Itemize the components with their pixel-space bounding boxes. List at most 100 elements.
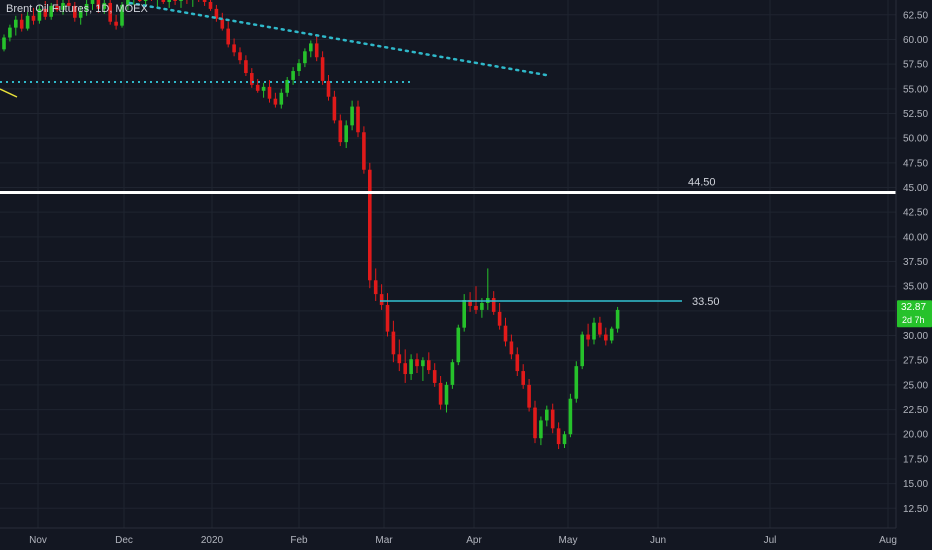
- candle-body[interactable]: [592, 322, 596, 340]
- candle-body[interactable]: [515, 354, 520, 372]
- candle-body[interactable]: [238, 52, 242, 61]
- candle-body[interactable]: [368, 169, 372, 281]
- candle-body[interactable]: [509, 341, 514, 355]
- candle-body[interactable]: [90, 0, 95, 4]
- candle-body[interactable]: [25, 15, 30, 29]
- candle-body[interactable]: [232, 44, 236, 53]
- candle-body[interactable]: [580, 334, 584, 367]
- candle-body[interactable]: [202, 0, 207, 2]
- candle-body[interactable]: [250, 73, 254, 85]
- candle-body[interactable]: [173, 0, 177, 1]
- candle-body[interactable]: [391, 331, 396, 355]
- candle-body[interactable]: [255, 84, 260, 91]
- candle-body[interactable]: [285, 79, 289, 93]
- candle-body[interactable]: [37, 8, 42, 21]
- candle-body[interactable]: [350, 106, 354, 126]
- candle-body[interactable]: [220, 18, 225, 29]
- candle-body[interactable]: [497, 311, 502, 326]
- candle-body[interactable]: [468, 300, 472, 306]
- candle-body[interactable]: [609, 328, 614, 341]
- candle-body[interactable]: [356, 106, 360, 133]
- candle-body[interactable]: [450, 362, 455, 385]
- candle-body[interactable]: [362, 132, 366, 170]
- candle-body[interactable]: [297, 63, 301, 72]
- candle-body[interactable]: [427, 360, 431, 371]
- candle-body[interactable]: [43, 8, 48, 17]
- candle-body[interactable]: [120, 4, 124, 26]
- candle-body[interactable]: [574, 366, 579, 399]
- candle-body[interactable]: [126, 0, 130, 5]
- candle-body[interactable]: [550, 409, 555, 429]
- candle-body[interactable]: [456, 327, 461, 363]
- candle-body[interactable]: [415, 359, 419, 367]
- candle-body[interactable]: [474, 305, 478, 310]
- candle-body[interactable]: [462, 300, 466, 328]
- candle-body[interactable]: [480, 302, 484, 310]
- candle-body[interactable]: [78, 10, 83, 18]
- candle-body[interactable]: [19, 19, 24, 29]
- candle-body[interactable]: [273, 98, 278, 105]
- candle-body[interactable]: [179, 0, 183, 1]
- candle-body[interactable]: [49, 5, 53, 17]
- candle-body[interactable]: [373, 280, 378, 295]
- candle-body[interactable]: [598, 322, 602, 335]
- candle-body[interactable]: [14, 19, 18, 28]
- candle-body[interactable]: [261, 86, 266, 91]
- candle-body[interactable]: [533, 407, 537, 439]
- candle-body[interactable]: [55, 5, 59, 10]
- candle-body[interactable]: [539, 420, 543, 439]
- drawing-lines[interactable]: 44.50 33.50: [0, 1, 896, 308]
- candle-body[interactable]: [61, 2, 65, 10]
- candle-body[interactable]: [503, 325, 508, 342]
- candle-body[interactable]: [438, 382, 443, 405]
- candle-body[interactable]: [108, 2, 112, 22]
- candle-body[interactable]: [545, 409, 549, 421]
- candles[interactable]: [2, 0, 620, 450]
- candle-body[interactable]: [403, 363, 407, 375]
- candle-body[interactable]: [244, 60, 248, 74]
- yellow-trend-fragment[interactable]: [0, 88, 18, 98]
- candle-body[interactable]: [137, 0, 142, 1]
- candle-body[interactable]: [214, 8, 219, 19]
- candle-body[interactable]: [344, 125, 348, 143]
- candle-body[interactable]: [385, 304, 390, 332]
- candle-body[interactable]: [615, 309, 620, 329]
- candle-body[interactable]: [208, 1, 213, 9]
- candle-body[interactable]: [556, 428, 561, 445]
- time-axis[interactable]: [0, 528, 896, 550]
- candle-body[interactable]: [84, 3, 89, 11]
- candle-body[interactable]: [291, 71, 295, 80]
- candle-body[interactable]: [96, 0, 101, 9]
- candle-body[interactable]: [521, 371, 525, 385]
- candle-body[interactable]: [397, 354, 402, 364]
- candle-body[interactable]: [267, 86, 272, 99]
- candle-body[interactable]: [8, 27, 12, 38]
- candle-body[interactable]: [421, 360, 425, 367]
- candle-body[interactable]: [409, 359, 413, 375]
- candle-body[interactable]: [314, 43, 319, 58]
- candle-body[interactable]: [73, 5, 77, 18]
- candle-body[interactable]: [167, 0, 171, 2]
- candle-body[interactable]: [102, 2, 107, 9]
- candle-body[interactable]: [114, 21, 118, 26]
- candle-body[interactable]: [332, 96, 337, 121]
- candle-body[interactable]: [31, 15, 36, 21]
- candle-body[interactable]: [161, 0, 166, 2]
- trend-line-dotted[interactable]: [128, 1, 548, 77]
- candle-body[interactable]: [432, 370, 437, 383]
- candle-body[interactable]: [279, 92, 284, 105]
- candle-body[interactable]: [2, 37, 6, 50]
- candle-body[interactable]: [326, 80, 331, 97]
- candle-body[interactable]: [586, 334, 590, 340]
- candle-body[interactable]: [562, 434, 567, 445]
- candle-body[interactable]: [568, 398, 573, 435]
- candle-body[interactable]: [527, 384, 531, 408]
- candle-body[interactable]: [226, 28, 230, 45]
- candle-body[interactable]: [143, 0, 148, 1]
- candle-body[interactable]: [309, 43, 313, 52]
- candle-body[interactable]: [604, 334, 608, 341]
- candle-body[interactable]: [338, 120, 343, 143]
- candle-body[interactable]: [491, 298, 496, 312]
- price-axis[interactable]: [896, 0, 932, 528]
